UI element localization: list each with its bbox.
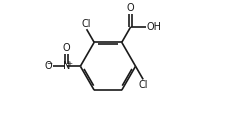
Text: Cl: Cl: [81, 19, 91, 29]
Text: −: −: [46, 61, 52, 67]
Text: OH: OH: [146, 22, 161, 32]
Text: N: N: [63, 61, 70, 71]
Text: O: O: [63, 43, 70, 53]
Text: O: O: [127, 3, 134, 13]
Text: Cl: Cl: [139, 80, 148, 90]
Text: O: O: [45, 61, 52, 71]
Text: +: +: [67, 61, 73, 67]
